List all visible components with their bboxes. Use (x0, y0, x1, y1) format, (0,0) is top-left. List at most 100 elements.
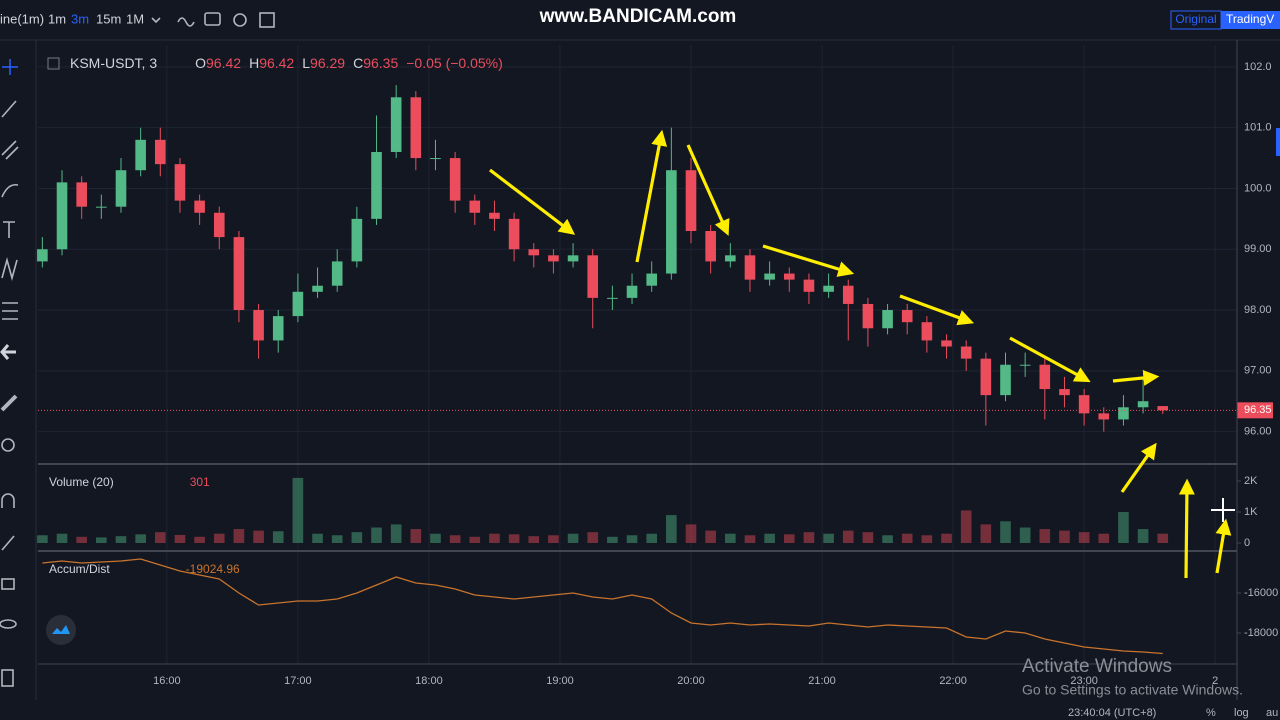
view-tab-label[interactable]: Original (1175, 12, 1216, 26)
auto-toggle[interactable]: au (1266, 707, 1278, 719)
volume-bar (764, 533, 775, 544)
interval-button[interactable]: 3m (71, 11, 89, 26)
volume-bar (272, 531, 284, 544)
volume-bar (312, 533, 323, 544)
chart-type-icon[interactable] (177, 17, 195, 27)
settings-icon[interactable] (233, 13, 247, 27)
volume-title: Volume (20) (49, 475, 114, 489)
volume-bar (1059, 530, 1070, 544)
annotation-arrow (1112, 369, 1160, 386)
interval-button[interactable]: 15m (96, 11, 121, 26)
lock-tool[interactable] (1, 578, 15, 590)
annotation-arrow (1009, 336, 1091, 383)
fib-tool[interactable] (1, 140, 19, 160)
candle-body (960, 346, 972, 359)
crosshair-tool[interactable] (2, 59, 18, 75)
candle-body (233, 237, 245, 311)
ohlc-value: 96.35 (363, 55, 398, 71)
interval-label[interactable]: ine(1m) (0, 11, 44, 26)
volume-bar (508, 534, 520, 544)
volume-bar (960, 510, 972, 544)
trash-tool[interactable] (1, 669, 14, 687)
volume-bar (1098, 533, 1110, 544)
chart: 16:00 17:00 18:00 19:00 20:00 21:00 22:00 23:00… (37, 45, 1278, 687)
candle-body (567, 255, 579, 262)
volume-bar (666, 515, 677, 544)
volume-bar (646, 533, 658, 544)
candle-body (96, 206, 107, 208)
candle-body (842, 285, 854, 304)
fullscreen-icon[interactable] (259, 12, 275, 28)
interval-button[interactable]: 1M (126, 11, 144, 26)
trendline-tool[interactable] (1, 100, 17, 118)
text-tool[interactable] (3, 221, 15, 238)
candle-body (1039, 364, 1051, 390)
percent-toggle[interactable]: % (1206, 707, 1216, 719)
volume-bar (135, 534, 146, 544)
dropdown-icon[interactable] (151, 17, 161, 24)
ohlc-value: 96.42 (206, 55, 241, 71)
volume-bar (331, 535, 343, 544)
view-tab-label[interactable]: TradingV (1226, 12, 1274, 26)
collapse-icon[interactable] (47, 57, 60, 70)
log-toggle[interactable]: log (1234, 707, 1249, 719)
candle-body (272, 316, 284, 341)
prediction-tool[interactable] (2, 302, 18, 320)
annotations (489, 129, 1232, 579)
candle-body (76, 182, 87, 207)
ruler-tool[interactable] (0, 394, 18, 412)
change: −0.05 (−0.05%) (406, 55, 503, 71)
series-legend: KSM-USDT, 3 O96.42 H96.42 L96.29 C96.35 −0.05… (70, 55, 503, 71)
candle-body (253, 310, 264, 341)
back-tool[interactable] (0, 344, 16, 360)
volume-bar (410, 529, 422, 544)
annotation-arrow (635, 129, 668, 263)
candle-body (1059, 389, 1070, 396)
y-tick-label: 102.0 (1244, 61, 1272, 73)
x-tick-label: 2 (1212, 675, 1218, 687)
volume-bar (1157, 533, 1169, 544)
snapshot-icon[interactable] (204, 12, 221, 26)
pattern-tool[interactable] (1, 257, 18, 281)
volume-bar (882, 535, 893, 544)
accum-title: Accum/Dist (49, 562, 110, 576)
volume-bar (253, 530, 264, 544)
volume-bar (921, 535, 933, 544)
ohlc-value: 96.42 (259, 55, 294, 71)
top-bar (0, 0, 1280, 40)
visibility-tool[interactable] (0, 619, 17, 629)
volume-bar (37, 535, 48, 544)
symbol: KSM-USDT, 3 (70, 55, 157, 71)
volume-bar (980, 524, 992, 544)
windows-notice-title: Activate Windows (1022, 656, 1172, 677)
volume-bar (449, 535, 461, 544)
ohlc-key: C (353, 55, 363, 71)
volume-bar (351, 532, 363, 544)
x-tick-label: 23:00 (1070, 675, 1098, 687)
candle-body (37, 249, 48, 262)
candle-body (744, 255, 756, 280)
x-tick-label: 17:00 (284, 675, 312, 687)
accum-value: -19024.96 (186, 562, 240, 576)
drawing-mode-tool[interactable] (1, 535, 15, 551)
candle-body (1078, 395, 1090, 414)
scrollbar[interactable] (1276, 128, 1280, 156)
interval-button[interactable]: 1m (48, 11, 66, 26)
volume-bar (115, 536, 127, 544)
tv-logo[interactable] (46, 615, 76, 645)
candle-body (901, 310, 913, 323)
brush-tool[interactable] (1, 183, 19, 198)
volume-bar (154, 532, 166, 544)
left-toolbar (0, 59, 19, 687)
y-tick-label: 96.00 (1244, 426, 1272, 438)
magnet-tool[interactable] (1, 493, 15, 508)
candle-body (390, 97, 402, 152)
last-price-label: 96.35 (1244, 404, 1272, 416)
volume-bar (96, 537, 107, 544)
view-tab-active[interactable] (1221, 11, 1280, 29)
volume-bar (744, 535, 756, 544)
volume-bar (528, 536, 540, 544)
volume-bar (292, 477, 304, 544)
candle-body (725, 255, 736, 262)
zoom-tool[interactable] (1, 438, 15, 452)
